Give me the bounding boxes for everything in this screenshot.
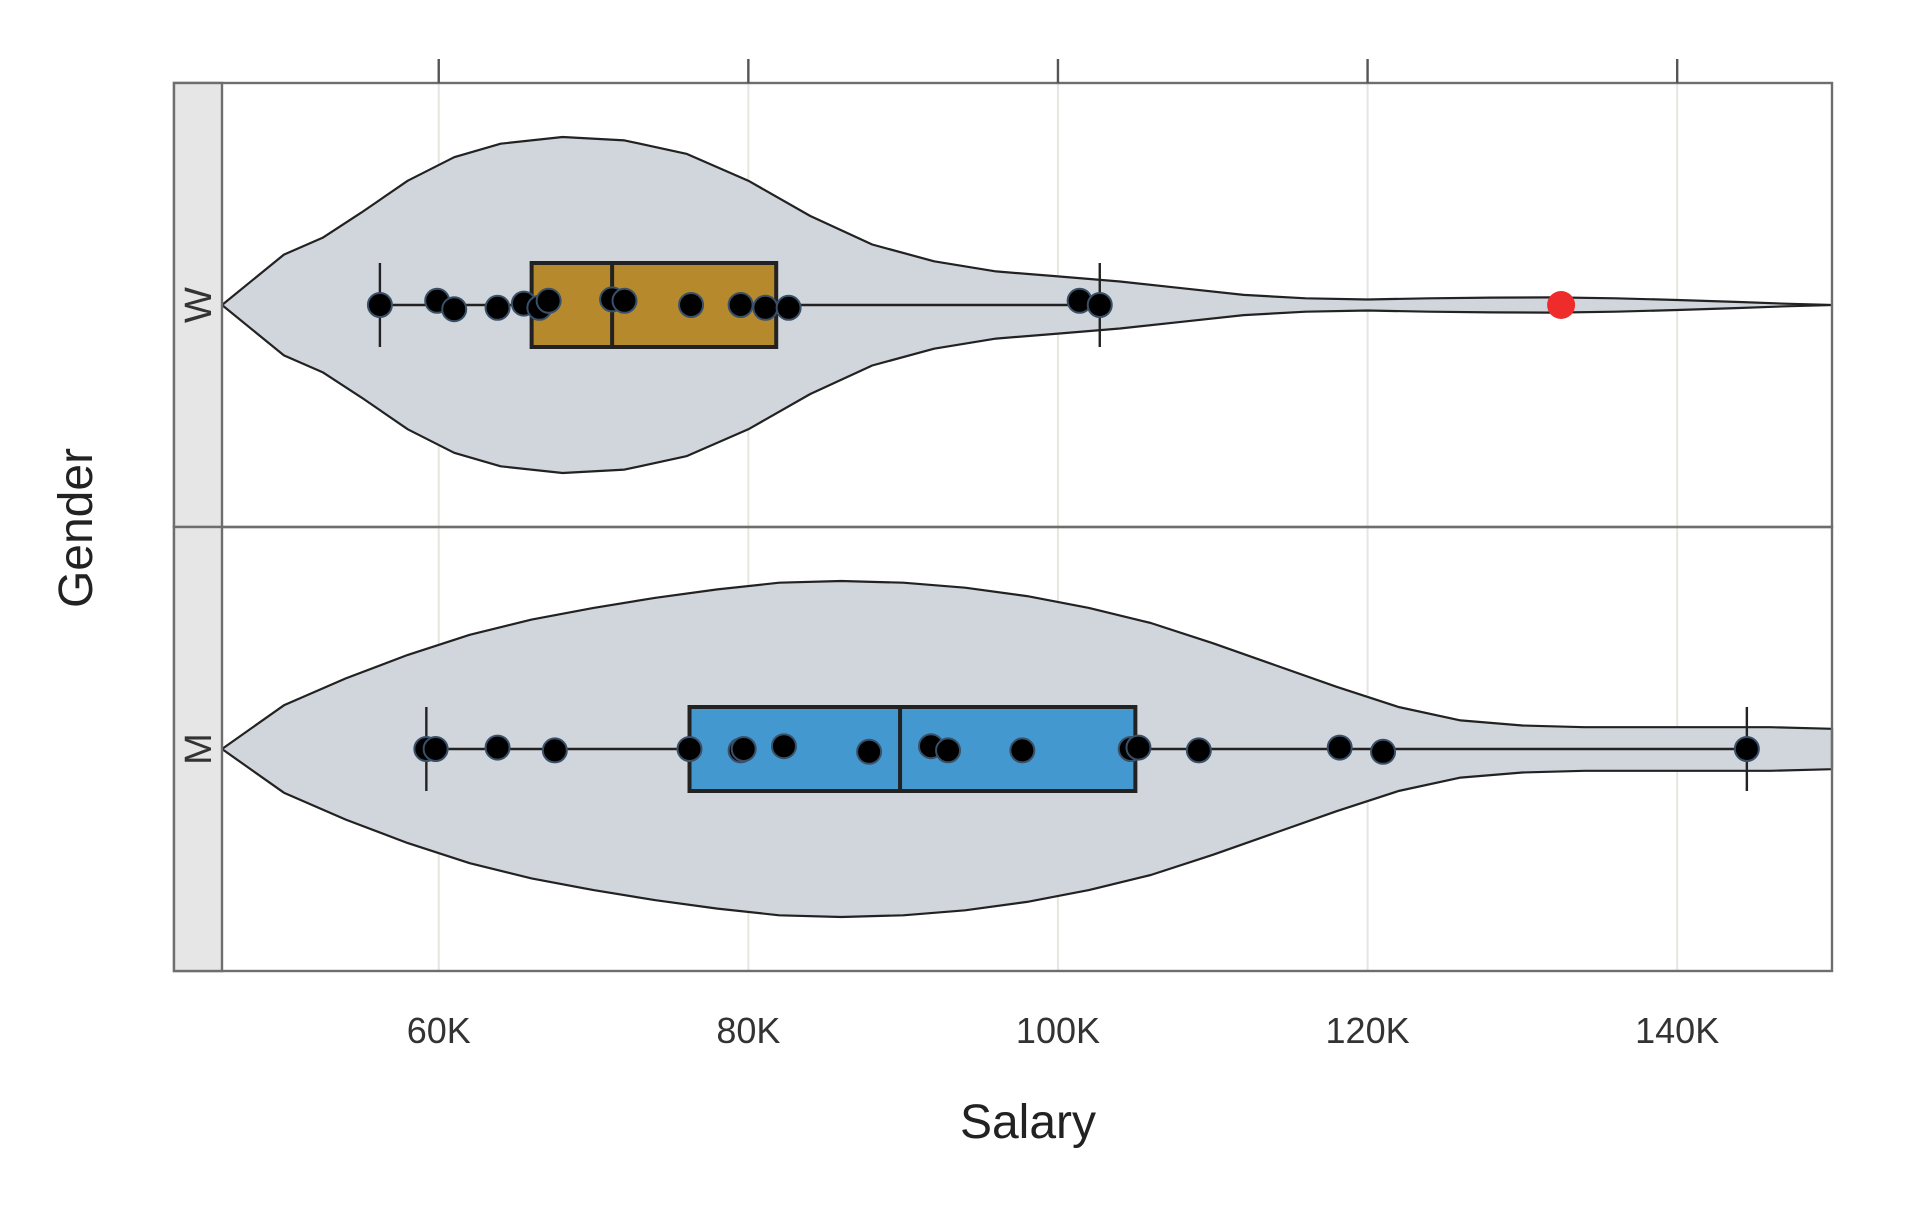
facet-strips: WM [172,81,224,973]
x-tick-label: 60K [407,1010,471,1051]
data-point-M [770,733,797,760]
data-point-W [484,294,511,321]
x-tick-label: 100K [1016,1010,1100,1051]
data-point-M [935,737,962,764]
data-point-M [1733,736,1760,762]
data-point-M [1326,734,1353,761]
data-point-W [441,296,468,323]
x-axis-ticks: 60K 80K 100K 120K 140K [407,59,1719,1051]
data-point-M [730,736,757,762]
data-point-M [1125,734,1152,761]
data-point-W [1086,292,1113,318]
data-point-W [611,287,638,314]
data-point-M [676,736,703,762]
x-axis-title: Salary [960,1096,1096,1149]
x-tick-label: 140K [1635,1010,1719,1051]
data-point-M [856,738,883,765]
y-axis-title: Gender [50,448,103,608]
strip-M [172,525,224,973]
data-points [366,286,1760,765]
data-point-W [727,292,754,318]
outlier-point-W [1547,291,1576,319]
x-tick-label: 80K [716,1010,780,1051]
box-M [687,705,1138,793]
data-point-M [1185,737,1212,764]
data-point-W [535,287,562,314]
data-point-M [422,736,449,762]
data-point-W [366,292,393,318]
data-point-W [678,292,705,318]
data-point-M [484,734,511,761]
strip-label-W: W [178,287,220,323]
strip-W [172,81,224,529]
data-point-M [541,737,568,764]
data-point-M [1009,737,1036,764]
data-point-W [775,294,802,321]
data-point-M [1370,738,1397,765]
strip-label-M: M [178,733,220,765]
data-point-W [752,294,779,321]
x-tick-label: 120K [1326,1010,1410,1051]
